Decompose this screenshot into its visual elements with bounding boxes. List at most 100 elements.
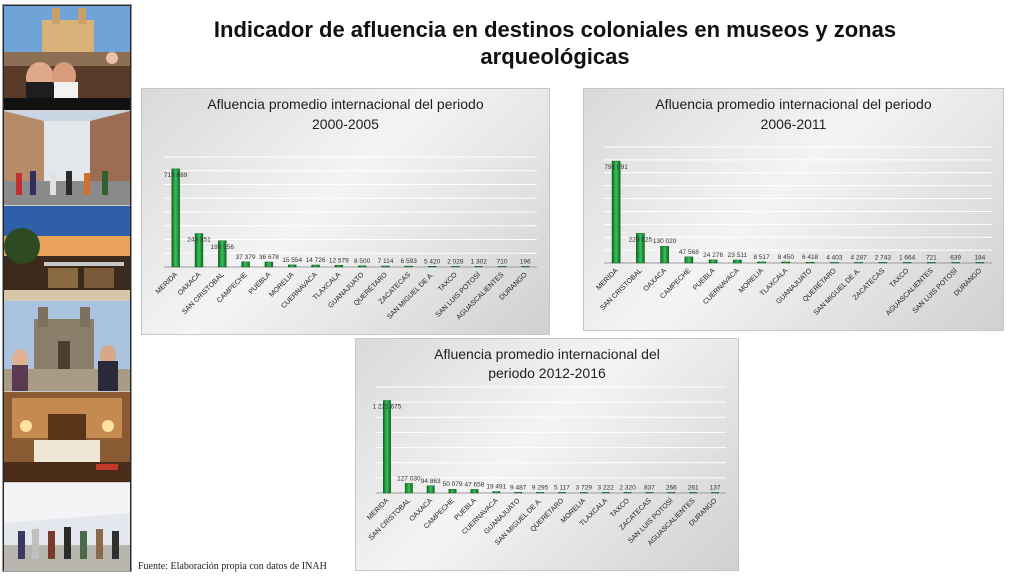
- bar: [241, 261, 250, 268]
- data-label: 2 320: [619, 484, 636, 491]
- bar: [427, 266, 437, 268]
- bar: [171, 168, 180, 268]
- data-label: 12 579: [329, 257, 349, 264]
- data-label: 130 020: [653, 238, 677, 245]
- data-label: 15 554: [282, 257, 302, 264]
- bar: [854, 262, 863, 264]
- bar: [404, 265, 413, 268]
- bar: [830, 262, 839, 264]
- category-label: TAXCO: [889, 267, 911, 289]
- data-label: 2 743: [875, 254, 892, 261]
- data-label: 47 568: [679, 249, 699, 256]
- data-label: 229 525: [629, 236, 653, 243]
- data-label: 24 276: [703, 252, 723, 259]
- bar: [660, 246, 669, 264]
- data-label: 3 729: [576, 484, 593, 491]
- bar: [474, 266, 483, 268]
- category-label: SAN CRISTOBAL: [599, 267, 644, 312]
- photo-rooftop-couple: [4, 6, 130, 111]
- bar: [645, 492, 654, 494]
- bar: [470, 489, 479, 494]
- data-label: 1 302: [471, 258, 488, 265]
- bar: [264, 261, 274, 268]
- bar: [521, 266, 530, 268]
- data-label: 5 117: [554, 484, 570, 491]
- bar: [601, 492, 610, 494]
- data-label: 5 420: [424, 258, 441, 265]
- bar: [404, 483, 413, 494]
- bar: [878, 262, 888, 264]
- bar: [451, 266, 460, 268]
- photo-hotel-room: [4, 392, 130, 483]
- chart-title-line: periodo 2012-2016: [488, 365, 606, 381]
- data-label: 190 556: [211, 244, 235, 251]
- bar: [684, 256, 694, 264]
- data-label: 127 030: [397, 475, 421, 482]
- data-label: 184: [974, 254, 985, 261]
- data-label: 713 689: [164, 172, 188, 179]
- data-label: 261: [688, 484, 699, 491]
- bar: [383, 400, 391, 494]
- chart-title-line: Afluencia promedio internacional del per…: [655, 96, 932, 112]
- data-label: 721: [926, 254, 937, 261]
- data-label: 4 403: [826, 254, 843, 261]
- photo-terrace-sunset: [4, 206, 130, 301]
- data-label: 3 222: [598, 484, 615, 491]
- data-label: 639: [950, 254, 961, 261]
- chart-2000-2005: Afluencia promedio internacional del per…: [141, 88, 550, 335]
- bar: [689, 492, 698, 494]
- data-label: 137: [710, 484, 721, 491]
- bar: [611, 160, 621, 264]
- bar: [757, 261, 766, 264]
- bar: [288, 264, 297, 268]
- bar: [426, 485, 435, 494]
- photo-church-tourists: [4, 301, 130, 392]
- page-title: Indicador de afluencia en destinos colon…: [213, 17, 897, 69]
- bar: [194, 233, 204, 268]
- bar: [497, 266, 507, 268]
- category-label: TAXCO: [437, 271, 459, 293]
- data-label: 7 114: [378, 258, 394, 265]
- bar: [667, 492, 676, 494]
- photo-strip: [2, 4, 132, 572]
- bar: [357, 265, 367, 268]
- photo-street-crowd: [4, 111, 130, 206]
- data-label: 9 295: [532, 484, 549, 491]
- category-label: AGUASCALIENTES: [885, 267, 935, 317]
- data-label: 6 418: [802, 254, 819, 261]
- chart-title-line: Afluencia promedio internacional del: [434, 346, 660, 362]
- data-label: 4 287: [850, 254, 867, 261]
- bar: [781, 261, 791, 264]
- category-label: TAXCO: [609, 497, 631, 519]
- data-label: 14 726: [306, 257, 326, 264]
- data-label: 2 028: [447, 258, 464, 265]
- data-label: 50 079: [443, 481, 463, 488]
- chart-2012-2016: Afluencia promedio internacional del peri…: [355, 338, 739, 571]
- data-label: 243 351: [187, 237, 211, 244]
- bar: [492, 491, 501, 494]
- chart-title-line: 2000-2005: [312, 116, 379, 132]
- bar: [975, 262, 985, 264]
- bar: [951, 262, 960, 264]
- bar: [514, 492, 523, 494]
- chart-2006-2011: Afluencia promedio internacional del per…: [583, 88, 1004, 331]
- source-note: Fuente: Elaboración propia con datos de …: [138, 561, 327, 572]
- bar: [927, 262, 936, 264]
- bar: [902, 262, 912, 264]
- category-label: MERIDA: [595, 267, 619, 291]
- bar: [558, 492, 566, 494]
- data-label: 23 511: [728, 252, 748, 259]
- data-label: 1 664: [899, 254, 916, 261]
- data-label: 791 091: [604, 164, 628, 171]
- data-label: 710: [497, 258, 508, 265]
- bar: [334, 265, 344, 268]
- data-label: 6 593: [401, 258, 418, 265]
- data-label: 196: [520, 258, 531, 265]
- data-label: 9 487: [510, 484, 527, 491]
- bar: [708, 259, 718, 264]
- bar: [579, 492, 588, 494]
- bar: [636, 233, 645, 264]
- data-label: 8 517: [753, 254, 770, 261]
- data-label: 1 221 675: [372, 404, 401, 411]
- category-label: PUEBLA: [692, 267, 717, 292]
